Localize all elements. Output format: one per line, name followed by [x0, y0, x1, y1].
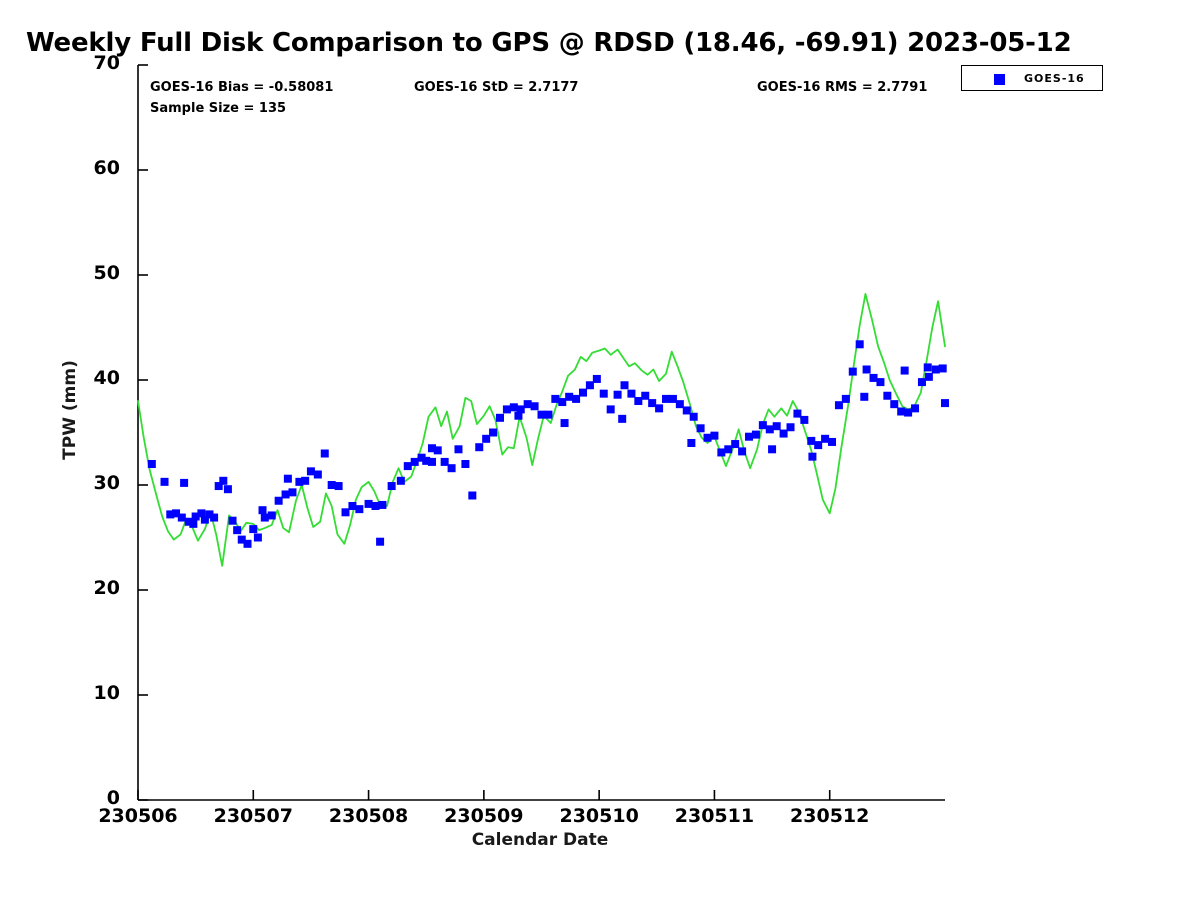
chart-title: Weekly Full Disk Comparison to GPS @ RDS…	[26, 28, 1072, 58]
y-tick-label: 40	[93, 367, 120, 389]
stat-rms: GOES-16 RMS = 2.7791	[757, 80, 928, 95]
y-tick-label: 20	[93, 577, 120, 599]
stat-bias: GOES-16 Bias = -0.58081	[150, 80, 334, 95]
x-tick-label: 230509	[444, 805, 524, 827]
stat-std: GOES-16 StD = 2.7177	[414, 80, 579, 95]
x-axis-label: Calendar Date	[471, 830, 609, 850]
legend-swatch-goes16	[994, 74, 1005, 85]
x-tick-label: 230510	[559, 805, 639, 827]
x-tick-label: 230507	[213, 805, 293, 827]
legend-label-goes16: GOES-16	[1024, 72, 1085, 85]
x-tick-label: 230511	[674, 805, 755, 827]
axes	[137, 64, 945, 801]
y-tick-label: 30	[93, 472, 120, 494]
y-tick-label: 10	[93, 682, 120, 704]
stat-sample-size: Sample Size = 135	[150, 101, 287, 116]
goes16-scatter-series	[147, 340, 949, 548]
y-tick-label: 50	[93, 262, 120, 284]
x-tick-label: 230508	[328, 805, 409, 827]
x-tick-label: 230512	[790, 805, 870, 827]
gps-line-series	[137, 292, 946, 567]
y-tick-label: 0	[106, 787, 120, 809]
y-tick-label: 70	[93, 52, 120, 74]
legend: GOES-16	[961, 65, 1103, 91]
y-tick-label: 60	[93, 157, 120, 179]
x-tick-label: 230506	[98, 805, 178, 827]
